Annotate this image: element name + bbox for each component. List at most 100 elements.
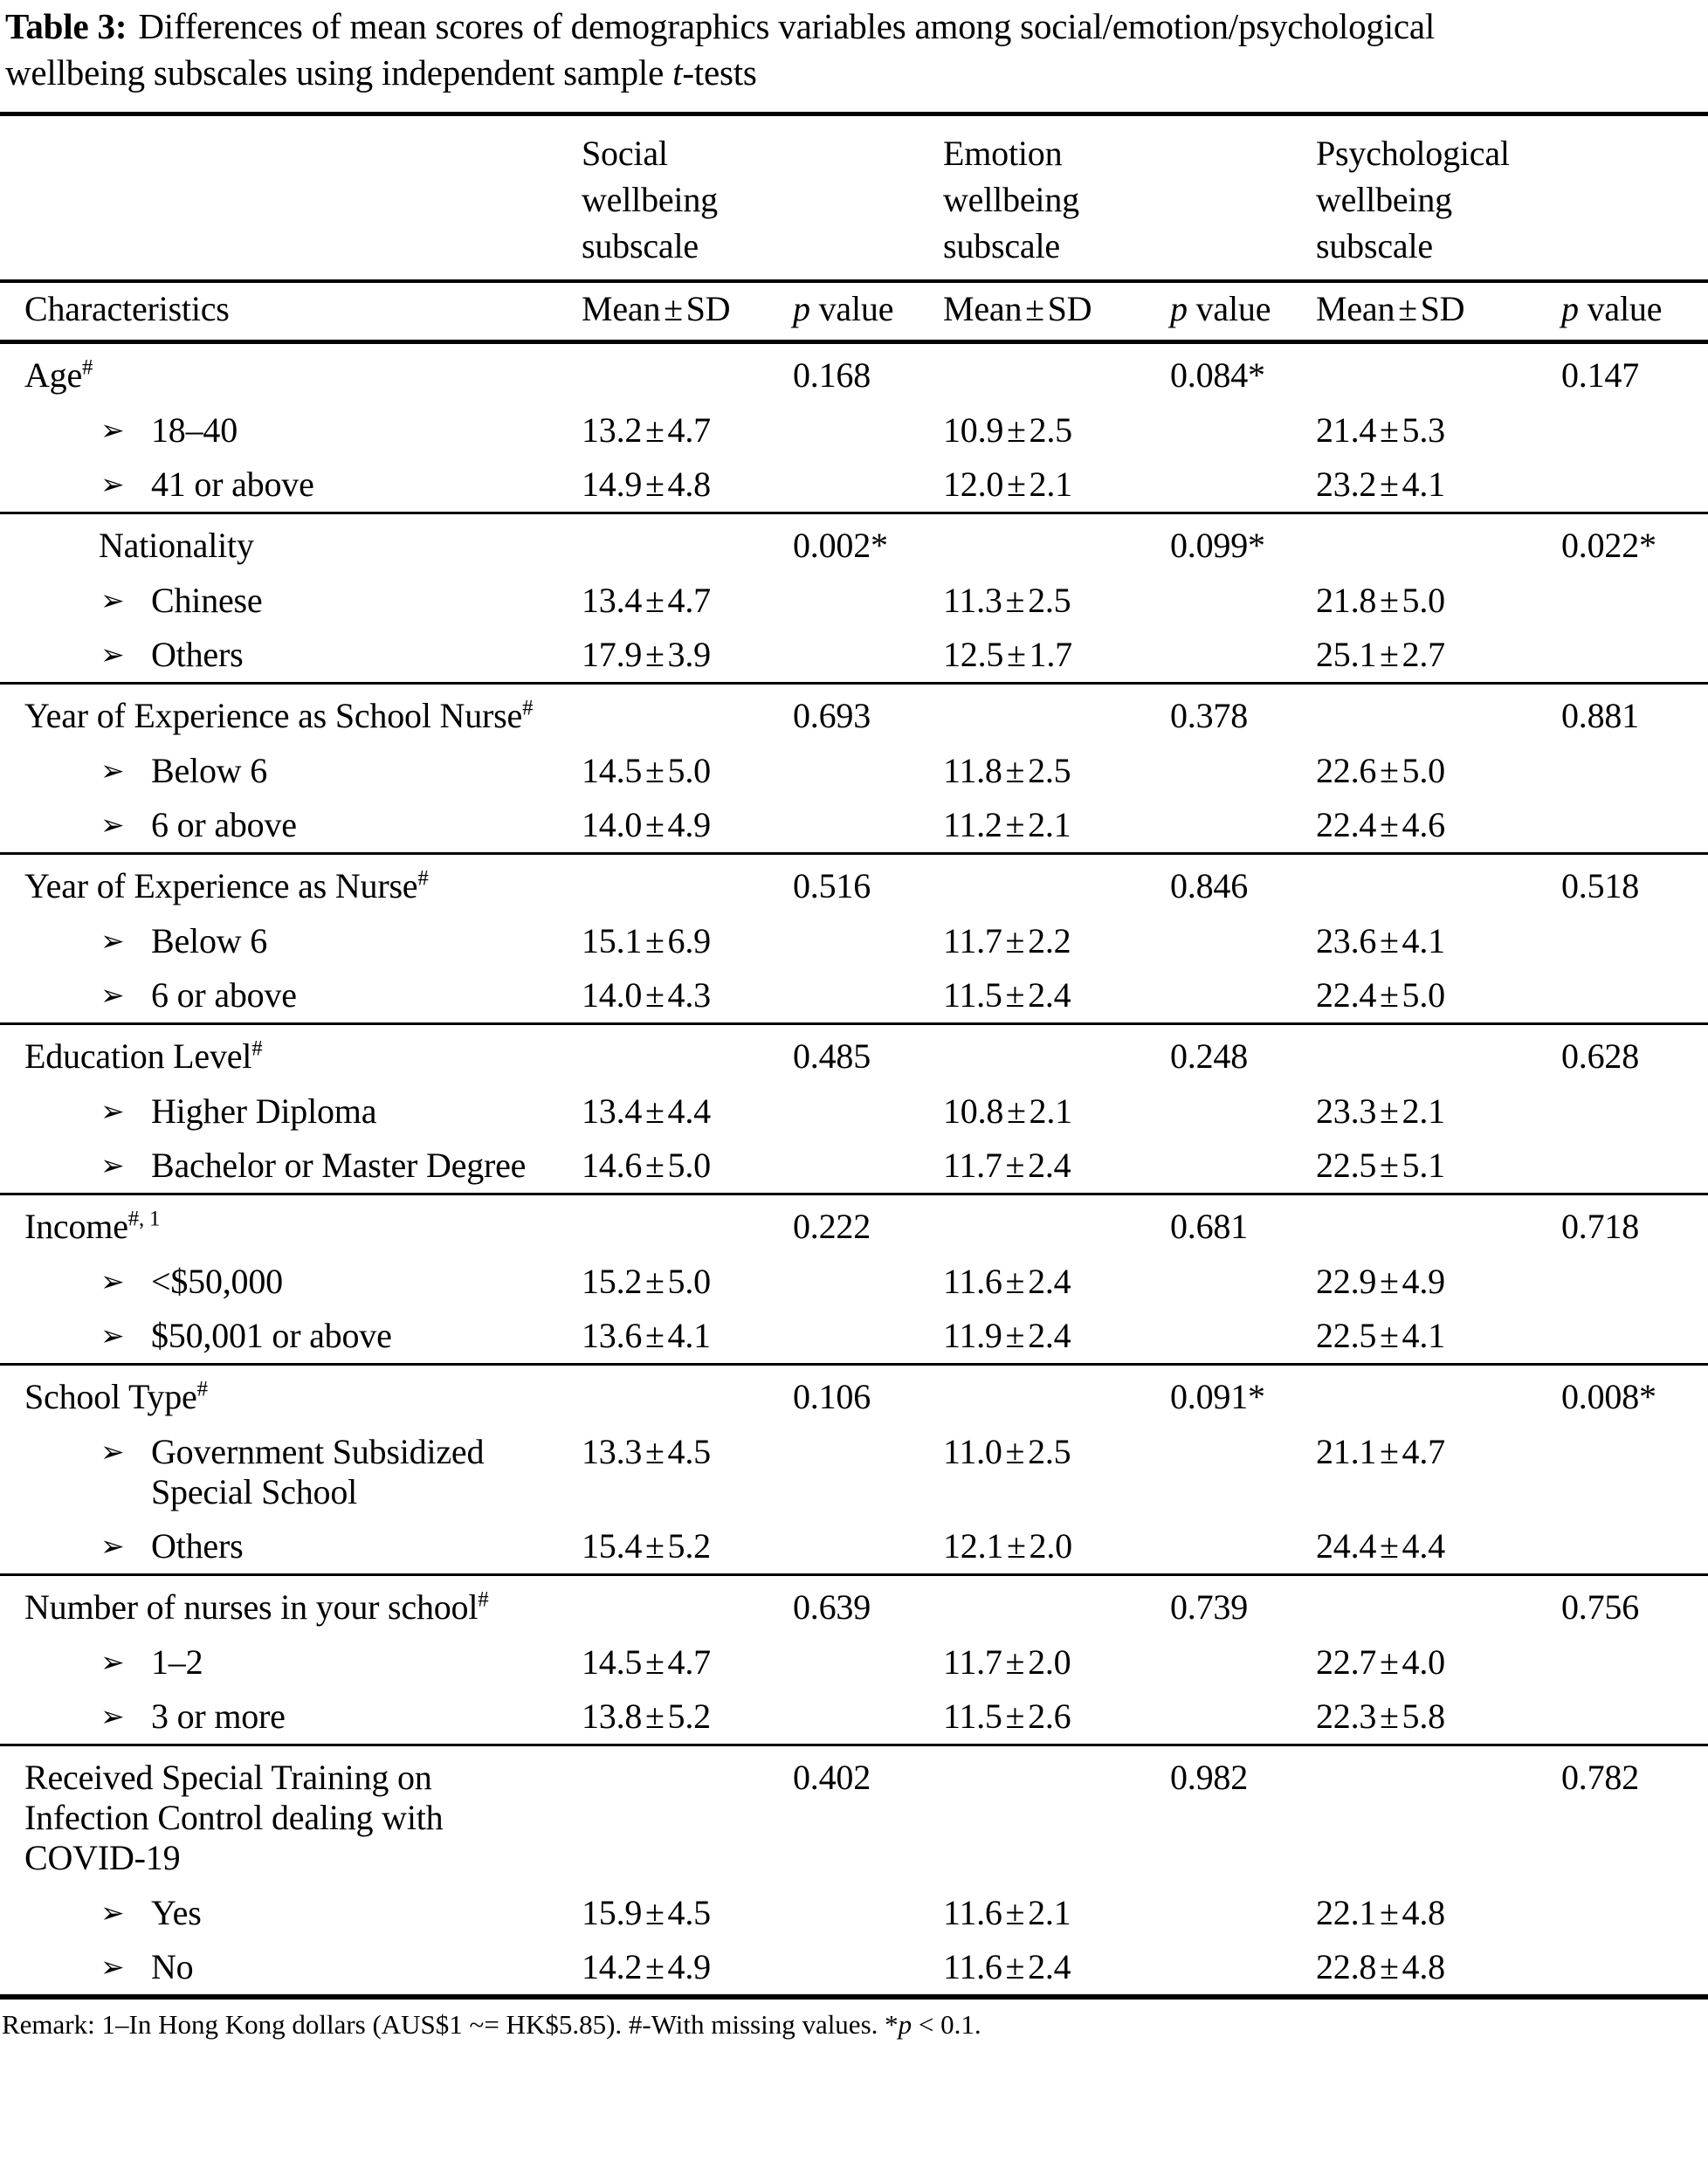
- p-value: 0.756: [1561, 1587, 1640, 1627]
- row-income-below-50000: ➢ <$50,000 15.2 ± 5.0 11.6 ± 2.4 22.9 ± 4…: [0, 1255, 1708, 1309]
- mean-sd-value: 11.7 ± 2.0: [943, 1642, 1071, 1682]
- row-age-41-or-above: ➢ 41 or above 14.9 ± 4.8 12.0 ± 2.1 23.2 …: [0, 458, 1708, 514]
- social-subscale-header: Social wellbeing subscale: [564, 114, 926, 283]
- column-header-row: Characteristics Mean ± SD p value Mean ±…: [0, 281, 1708, 344]
- mean-sd-value: 14.9 ± 4.8: [564, 458, 775, 514]
- remark-italic-p: p: [898, 2009, 913, 2040]
- item-label: ➢ 6 or above: [24, 805, 564, 845]
- arrow-bullet-icon: ➢: [100, 1318, 125, 1353]
- header-line: Psychological: [1316, 134, 1510, 173]
- mean-sd-value: 12.5 ± 1.7: [926, 628, 1153, 685]
- mean-sd-value: 14.6 ± 5.0: [564, 1139, 775, 1195]
- section-label: Received Special Training on Infection C…: [24, 1758, 548, 1878]
- col-header-mean-sd-emotion: Mean ± SD: [926, 281, 1153, 344]
- superscript-marker: #: [251, 1036, 263, 1061]
- mean-sd-value: 22.9 ± 4.9: [1316, 1262, 1445, 1301]
- table-3: Social wellbeing subscale Emotion wellbe…: [0, 112, 1708, 2000]
- item-label-text: Others: [151, 635, 244, 674]
- row-nurses-3-or-more: ➢ 3 or more 13.8 ± 5.2 11.5 ± 2.6 22.3 ± …: [0, 1690, 1708, 1746]
- section-label-text: School Type: [24, 1377, 197, 1416]
- item-label: ➢ 41 or above: [24, 465, 564, 505]
- section-label-text: Income: [24, 1207, 128, 1246]
- mean-sd-value: 11.5 ± 2.6: [926, 1690, 1153, 1746]
- mean-sd-value: 11.7 ± 2.2: [943, 921, 1071, 960]
- section-row-education-level: Education Level# 0.485 0.248 0.628: [0, 1024, 1708, 1085]
- mean-sd-value: 13.4 ± 4.7: [582, 581, 711, 620]
- table-caption-label: Table 3:: [5, 6, 127, 46]
- item-label-text: 6 or above: [151, 975, 297, 1015]
- p-value: 0.782: [1561, 1758, 1640, 1797]
- mean-sd-value: 13.3 ± 4.5: [582, 1432, 711, 1471]
- mean-sd-value: 11.3 ± 2.5: [943, 581, 1071, 620]
- section-label-text: Number of nurses in your school: [24, 1587, 479, 1627]
- section-row-experience-school-nurse: Year of Experience as School Nurse# 0.69…: [0, 684, 1708, 745]
- item-label: ➢ $50,001 or above: [24, 1316, 564, 1356]
- arrow-bullet-icon: ➢: [100, 1435, 125, 1469]
- item-label: ➢ 18–40: [24, 410, 564, 451]
- row-school-nurse-below-6: ➢ Below 6 14.5 ± 5.0 11.8 ± 2.5 22.6 ± 5.…: [0, 744, 1708, 798]
- section-label: Number of nurses in your school#: [24, 1587, 489, 1628]
- item-label: ➢ 6 or above: [24, 975, 564, 1015]
- item-label-text: Others: [151, 1526, 244, 1566]
- mean-sd-value: 17.9 ± 3.9: [564, 628, 775, 685]
- item-label-text: No: [151, 1947, 194, 1986]
- section-label: Age#: [24, 355, 93, 396]
- section-label: Year of Experience as School Nurse#: [24, 696, 533, 736]
- mean-sd-value: 14.5 ± 4.7: [582, 1642, 711, 1682]
- row-nurse-6-or-above: ➢ 6 or above 14.0 ± 4.3 11.5 ± 2.4 22.4 ±…: [0, 968, 1708, 1025]
- p-value: 0.681: [1170, 1207, 1249, 1246]
- row-nationality-chinese: ➢ Chinese 13.4 ± 4.7 11.3 ± 2.5 21.8 ± 5.…: [0, 574, 1708, 628]
- item-label-text: Government Subsidized Special School: [151, 1432, 485, 1511]
- p-value: 0.084*: [1170, 355, 1265, 395]
- row-age-18-40: ➢ 18–40 13.2 ± 4.7 10.9 ± 2.5 21.4 ± 5.3: [0, 403, 1708, 458]
- mean-sd-value: 22.5 ± 4.1: [1298, 1309, 1544, 1366]
- mean-sd-value: 10.9 ± 2.5: [943, 410, 1072, 450]
- p-value: 0.022*: [1561, 526, 1656, 565]
- section-row-number-of-nurses: Number of nurses in your school# 0.639 0…: [0, 1575, 1708, 1636]
- item-label-text: 6 or above: [151, 805, 297, 844]
- header-line: Social: [582, 134, 668, 173]
- table-caption-suffix: -tests: [682, 52, 757, 93]
- superscript-marker: #: [522, 696, 534, 720]
- section-label: School Type#: [24, 1377, 208, 1417]
- section-label: Income#, 1: [24, 1207, 160, 1247]
- arrow-bullet-icon: ➢: [100, 1896, 125, 1930]
- arrow-bullet-icon: ➢: [100, 924, 125, 958]
- item-label: ➢ Government Subsidized Special School: [24, 1432, 564, 1512]
- mean-sd-value: 22.1 ± 4.8: [1316, 1893, 1445, 1932]
- item-label-text: Bachelor or Master Degree: [151, 1146, 527, 1185]
- mean-sd-value: 11.0 ± 2.5: [943, 1432, 1071, 1471]
- superscript-marker: #: [478, 1587, 489, 1612]
- mean-sd-value: 10.8 ± 2.1: [943, 1091, 1072, 1131]
- row-income-50001-or-above: ➢ $50,001 or above 13.6 ± 4.1 11.9 ± 2.4 …: [0, 1309, 1708, 1366]
- mean-sd-value: 15.2 ± 5.0: [582, 1262, 711, 1301]
- mean-sd-value: 15.9 ± 4.5: [582, 1893, 711, 1932]
- item-label-text: Below 6: [151, 751, 268, 790]
- item-label-text: Below 6: [151, 921, 268, 960]
- header-line: wellbeing: [582, 180, 718, 219]
- section-row-experience-nurse: Year of Experience as Nurse# 0.516 0.846…: [0, 854, 1708, 915]
- mean-sd-value: 14.5 ± 5.0: [582, 751, 711, 790]
- superscript-marker: #, 1: [127, 1207, 161, 1231]
- mean-sd-value: 22.4 ± 5.0: [1298, 968, 1544, 1025]
- item-label: ➢ Chinese: [24, 581, 564, 621]
- mean-sd-value: 14.2 ± 4.9: [564, 1940, 775, 2000]
- row-school-type-others: ➢ Others 15.4 ± 5.2 12.1 ± 2.0 24.4 ± 4.4: [0, 1519, 1708, 1576]
- mean-sd-value: 11.6 ± 2.4: [943, 1262, 1071, 1301]
- mean-sd-value: 22.6 ± 5.0: [1316, 751, 1445, 790]
- mean-sd-value: 23.6 ± 4.1: [1316, 921, 1445, 960]
- arrow-bullet-icon: ➢: [100, 1529, 125, 1563]
- arrow-bullet-icon: ➢: [100, 637, 125, 671]
- row-school-nurse-6-or-above: ➢ 6 or above 14.0 ± 4.9 11.2 ± 2.1 22.4 ±…: [0, 798, 1708, 855]
- p-italic: p: [1170, 289, 1188, 328]
- p-value: 0.739: [1170, 1587, 1249, 1627]
- p-rest: value: [818, 289, 894, 328]
- p-value: 0.846: [1170, 866, 1249, 905]
- row-nationality-others: ➢ Others 17.9 ± 3.9 12.5 ± 1.7 25.1 ± 2.7: [0, 628, 1708, 685]
- table-caption-text-line1: Differences of mean scores of demographi…: [138, 6, 1436, 46]
- item-label-text: 41 or above: [151, 465, 314, 504]
- p-value: 0.147: [1561, 355, 1640, 395]
- psychological-subscale-header: Psychological wellbeing subscale: [1298, 114, 1708, 283]
- arrow-bullet-icon: ➢: [100, 1645, 125, 1679]
- p-value: 0.518: [1561, 866, 1640, 905]
